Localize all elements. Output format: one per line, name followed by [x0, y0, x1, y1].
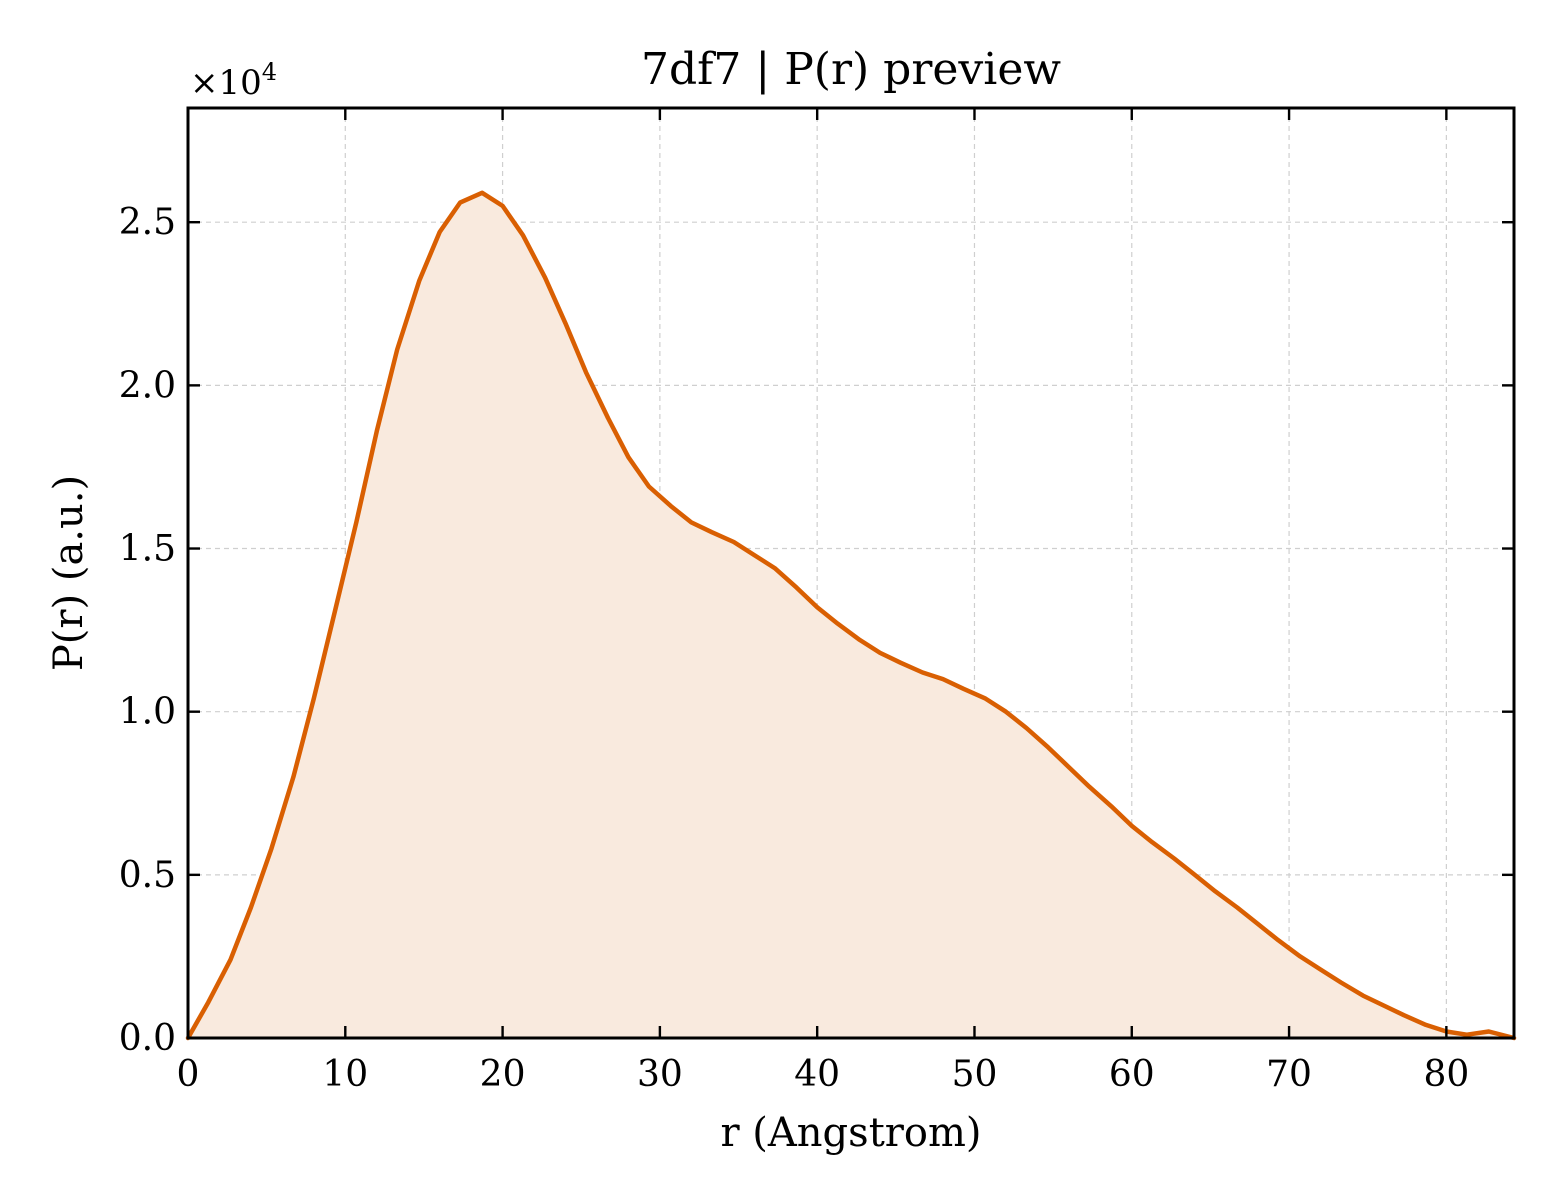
y-tick-label: 0.0 [119, 1018, 176, 1059]
x-tick-label: 0 [177, 1054, 200, 1095]
x-tick-label: 30 [637, 1054, 683, 1095]
x-tick-label: 20 [480, 1054, 526, 1095]
plot-frame [186, 106, 1516, 1040]
pr-area-fill [188, 192, 1514, 1039]
multiplier-exponent: 4 [262, 58, 277, 86]
multiplier-base: ×10 [190, 63, 262, 103]
y-tick-label: 2.5 [119, 202, 176, 243]
y-tick-label: 0.5 [119, 855, 176, 896]
x-tick-label: 10 [322, 1054, 368, 1095]
y-axis-label: P(r) (a.u.) [46, 475, 92, 671]
x-tick-label: 60 [1109, 1054, 1155, 1095]
x-tick-label: 50 [952, 1054, 998, 1095]
axis-ticks: 0 10 20 30 40 50 60 70 80 0.0 0.5 1.0 1.5 2.0 2.5 [119, 108, 1514, 1095]
y-tick-label: 2.0 [119, 365, 176, 406]
pr-series-line [185, 190, 1517, 1041]
y-axis-multiplier: ×104 [190, 58, 277, 103]
x-tick-label: 40 [794, 1054, 840, 1095]
chart-title: 7df7 | P(r) preview [641, 44, 1061, 95]
x-tick-label: 80 [1423, 1054, 1469, 1095]
y-tick-label: 1.0 [119, 692, 176, 733]
x-tick-label: 70 [1266, 1054, 1312, 1095]
y-tick-label: 1.5 [119, 529, 176, 570]
x-axis-label: r (Angstrom) [720, 1110, 981, 1156]
